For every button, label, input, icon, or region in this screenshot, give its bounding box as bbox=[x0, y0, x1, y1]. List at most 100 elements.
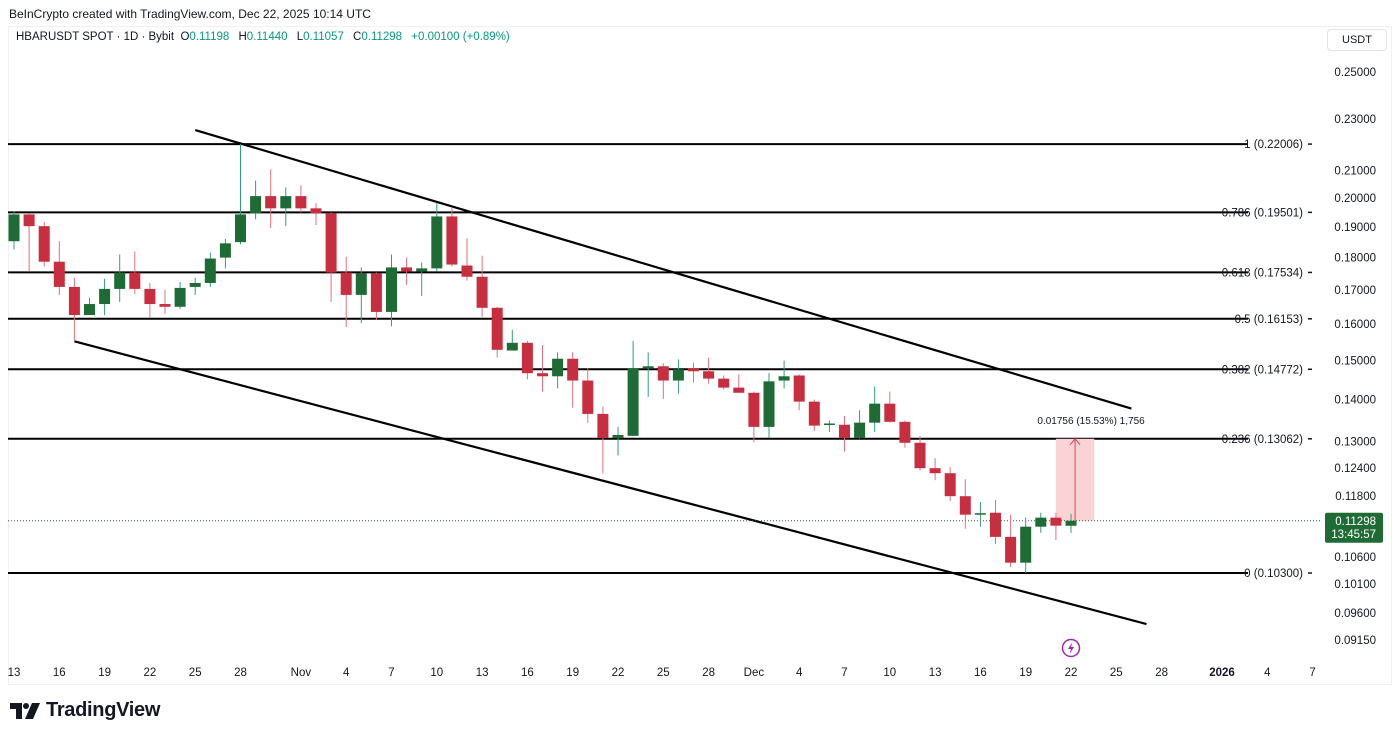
candle-down bbox=[899, 421, 911, 443]
price-tick-label: 0.16000 bbox=[1334, 319, 1376, 331]
candle-up bbox=[823, 423, 835, 426]
measure-label: 0.01756 (15.53%) 1,756 bbox=[1037, 416, 1145, 427]
candle-down bbox=[944, 473, 956, 497]
time-tick-label: 19 bbox=[566, 667, 579, 679]
time-tick-label: 13 bbox=[8, 667, 21, 679]
time-tick-label: 22 bbox=[1065, 667, 1078, 679]
time-tick-label: 28 bbox=[702, 667, 715, 679]
candle-up bbox=[204, 258, 216, 283]
candle-up bbox=[235, 214, 246, 243]
candle-down bbox=[959, 496, 971, 515]
candle-up bbox=[189, 282, 201, 287]
candle-up bbox=[219, 243, 231, 258]
candle-down bbox=[688, 368, 699, 372]
high-value: 0.11440 bbox=[246, 31, 288, 43]
candle-down bbox=[657, 366, 669, 381]
candle-down bbox=[884, 403, 896, 422]
candle-up bbox=[250, 196, 262, 214]
time-tick-label: 4 bbox=[343, 667, 350, 679]
tradingview-logo[interactable]: TradingView bbox=[10, 699, 160, 722]
candle-up bbox=[763, 381, 775, 427]
candle-up bbox=[8, 214, 20, 242]
candle-down bbox=[446, 216, 458, 265]
time-tick-label: 28 bbox=[234, 667, 247, 679]
time-tick-label: 19 bbox=[98, 667, 111, 679]
fib-level-label: 0 (0.10300) bbox=[1244, 568, 1303, 580]
price-tick-label: 0.19000 bbox=[1334, 222, 1376, 234]
high-label: H bbox=[238, 31, 247, 43]
candle-down bbox=[325, 213, 337, 273]
time-tick-label: 13 bbox=[476, 667, 489, 679]
candle-down bbox=[159, 304, 171, 307]
price-tick-label: 0.12400 bbox=[1334, 463, 1376, 475]
fib-level-label: 0.618 (0.17534) bbox=[1222, 267, 1303, 279]
last-price-value: 0.11298 bbox=[1335, 516, 1376, 528]
candle-countdown: 13:45:57 bbox=[1331, 529, 1376, 541]
candle-down bbox=[340, 272, 352, 295]
candle-down bbox=[53, 261, 65, 287]
time-tick-label: 16 bbox=[521, 667, 534, 679]
price-tick-label: 0.10100 bbox=[1334, 579, 1376, 591]
time-tick-label: 19 bbox=[1019, 667, 1032, 679]
price-axis: 0.25000 0.23000 0.21000 0.20000 0.19000 0.180… bbox=[1325, 67, 1383, 647]
candle-up bbox=[552, 358, 564, 377]
currency-button[interactable]: USDT bbox=[1327, 29, 1387, 51]
candle-down bbox=[929, 468, 941, 474]
price-tick-label: 0.10600 bbox=[1334, 552, 1376, 564]
candle-down bbox=[748, 392, 760, 427]
fib-levels: 1 (0.22006) 0.786 (0.19501) 0.618 (0.17534… bbox=[8, 139, 1312, 580]
price-tick-label: 0.15000 bbox=[1334, 356, 1376, 368]
candle-up bbox=[1065, 520, 1077, 526]
candle-down bbox=[461, 265, 473, 277]
candle-up bbox=[114, 272, 126, 289]
candle-up bbox=[854, 422, 866, 439]
candle-down bbox=[839, 424, 850, 439]
time-tick-label: 25 bbox=[657, 667, 670, 679]
time-tick-label: 4 bbox=[1264, 667, 1271, 679]
fib-level-label: 0.786 (0.19501) bbox=[1222, 207, 1303, 219]
price-tick-label: 0.20000 bbox=[1334, 193, 1376, 205]
low-value: 0.11057 bbox=[303, 31, 344, 43]
candle-down bbox=[265, 196, 277, 209]
time-tick-label: 10 bbox=[430, 667, 443, 679]
time-tick-label: 7 bbox=[1309, 667, 1315, 679]
chart-panel[interactable] bbox=[8, 26, 1392, 685]
time-tick-label: Dec bbox=[744, 667, 765, 679]
lower-channel-line bbox=[74, 340, 1147, 626]
candle-up bbox=[174, 287, 186, 307]
candle-up bbox=[1020, 526, 1032, 563]
fib-level-label: 0.236 (0.13062) bbox=[1222, 434, 1303, 446]
time-tick-label: 22 bbox=[144, 667, 157, 679]
candle-up bbox=[84, 304, 95, 316]
candle-down bbox=[537, 373, 548, 377]
time-tick-label: 16 bbox=[53, 667, 66, 679]
candles bbox=[8, 144, 1322, 574]
candle-down bbox=[733, 387, 745, 393]
price-tick-label: 0.09150 bbox=[1334, 635, 1376, 647]
last-price-tag bbox=[1325, 512, 1383, 543]
time-tick-label: 2026 bbox=[1209, 667, 1235, 679]
price-tick-label: 0.17000 bbox=[1334, 285, 1376, 297]
time-tick-label: 7 bbox=[841, 667, 847, 679]
price-tick-label: 0.23000 bbox=[1334, 114, 1376, 126]
candle-down bbox=[295, 196, 307, 209]
fib-level-label: 0.382 (0.14772) bbox=[1222, 364, 1303, 376]
candle-down bbox=[1050, 517, 1062, 526]
lightning-bolt-icon bbox=[1068, 642, 1074, 654]
candle-down bbox=[793, 375, 805, 402]
price-tick-label: 0.25000 bbox=[1334, 67, 1376, 79]
time-tick-label: 7 bbox=[388, 667, 394, 679]
candle-down bbox=[401, 267, 413, 272]
candle-down bbox=[597, 413, 609, 439]
symbol-name[interactable]: HBARUSDT SPOT · 1D · Bybit bbox=[16, 31, 175, 43]
open-value: 0.11198 bbox=[189, 31, 230, 43]
close-value: 0.11298 bbox=[361, 31, 403, 43]
time-tick-label: 16 bbox=[974, 667, 987, 679]
chart-credit: BeInCrypto created with TradingView.com,… bbox=[9, 7, 371, 21]
candle-down bbox=[521, 342, 533, 374]
price-tick-label: 0.11800 bbox=[1335, 491, 1376, 503]
time-tick-label: 4 bbox=[796, 667, 803, 679]
time-tick-label: 22 bbox=[612, 667, 625, 679]
tradingview-logo-text: TradingView bbox=[46, 699, 161, 721]
